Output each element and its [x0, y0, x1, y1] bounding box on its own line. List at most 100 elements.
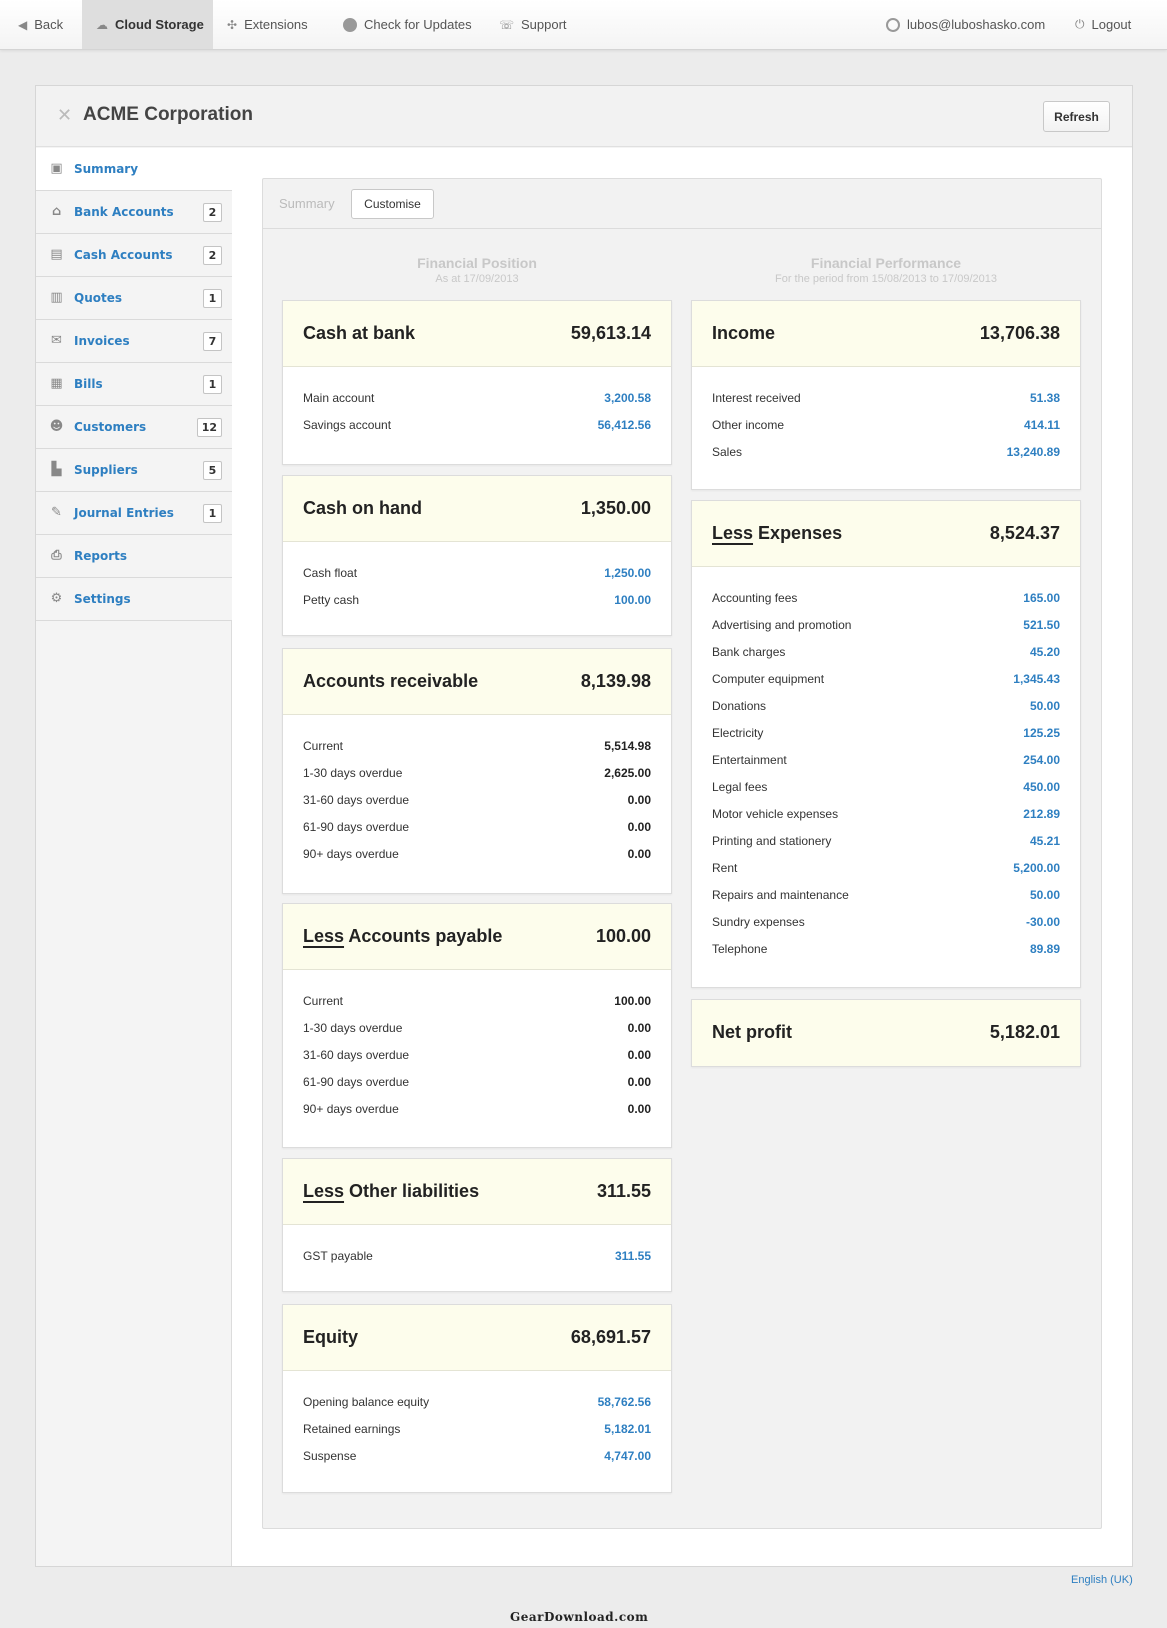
- card-title-text: Cash on hand: [303, 498, 423, 518]
- sidebar-item-reports[interactable]: ⎙ Reports: [36, 535, 232, 578]
- line-item[interactable]: Accounting fees 165.00: [712, 591, 1060, 618]
- line-item-amount[interactable]: 311.55: [614, 1249, 651, 1263]
- line-item[interactable]: Printing and stationery 45.21: [712, 834, 1060, 861]
- financial-performance-period: For the period from 15/08/2013 to 17/09/…: [775, 273, 997, 285]
- line-item-label: Sales: [712, 445, 743, 459]
- customise-button[interactable]: Customise: [351, 189, 434, 219]
- line-item-amount[interactable]: 89.89: [1029, 942, 1060, 956]
- card-expenses: Less Expenses 8,524.37 Accounting fees 165.…: [691, 500, 1081, 988]
- line-item[interactable]: Petty cash 100.00: [303, 593, 651, 620]
- line-item[interactable]: Legal fees 450.00: [712, 780, 1060, 807]
- line-item-amount[interactable]: 50.00: [1029, 888, 1060, 902]
- check-updates-button[interactable]: Check for Updates: [343, 0, 472, 49]
- line-item[interactable]: Bank charges 45.20: [712, 645, 1060, 672]
- tab-summary[interactable]: Summary: [279, 196, 335, 211]
- line-item[interactable]: Cash float 1,250.00: [303, 566, 651, 593]
- sidebar-item-invoices[interactable]: ✉ Invoices 7: [36, 320, 232, 363]
- line-item: Current 5,514.98: [303, 739, 651, 766]
- line-item[interactable]: Donations 50.00: [712, 699, 1060, 726]
- line-item-amount[interactable]: 212.89: [1023, 807, 1060, 821]
- line-item-amount[interactable]: 125.25: [1023, 726, 1060, 740]
- extensions-button[interactable]: ✣ Extensions: [227, 0, 308, 49]
- line-item-amount[interactable]: 521.50: [1023, 618, 1060, 632]
- line-item[interactable]: Suspense 4,747.00: [303, 1449, 651, 1476]
- sidebar-item-settings[interactable]: ⚙ Settings: [36, 578, 232, 621]
- line-item-amount[interactable]: 50.00: [1029, 699, 1060, 713]
- line-item[interactable]: Interest received 51.38: [712, 391, 1060, 418]
- line-item[interactable]: Motor vehicle expenses 212.89: [712, 807, 1060, 834]
- line-item-amount[interactable]: 1,250.00: [604, 566, 651, 580]
- line-item-amount[interactable]: 56,412.56: [597, 418, 651, 432]
- line-item[interactable]: Sales 13,240.89: [712, 445, 1060, 472]
- card-body: Accounting fees 165.00 Advertising and pro…: [692, 567, 1080, 989]
- line-item-amount[interactable]: 4,747.00: [604, 1449, 651, 1463]
- card-header: Net profit 5,182.01: [692, 1000, 1080, 1066]
- sidebar-item-cash-accounts[interactable]: ▤ Cash Accounts 2: [36, 234, 232, 277]
- language-link[interactable]: English (UK): [1071, 1574, 1133, 1586]
- line-item-amount[interactable]: 254.00: [1023, 753, 1060, 767]
- line-item: 1-30 days overdue 0.00: [303, 1021, 651, 1048]
- line-item[interactable]: Main account 3,200.58: [303, 391, 651, 418]
- card-body: Opening balance equity 58,762.56 Retained …: [283, 1371, 671, 1496]
- card-title: Cash at bank: [303, 323, 415, 344]
- line-item-amount[interactable]: 45.21: [1029, 834, 1060, 848]
- line-item[interactable]: Advertising and promotion 521.50: [712, 618, 1060, 645]
- sidebar-item-journal-entries[interactable]: ✎ Journal Entries 1: [36, 492, 232, 535]
- close-icon[interactable]: ✕: [57, 105, 73, 125]
- back-label: Back: [34, 17, 64, 32]
- back-button[interactable]: ◀ Back: [18, 0, 63, 49]
- top-bar: ◀ Back ☁ Cloud Storage ✣ Extensions Chec…: [0, 0, 1167, 50]
- user-account-button[interactable]: lubos@luboshasko.com: [886, 0, 1045, 49]
- line-item-amount[interactable]: 165.00: [1023, 591, 1060, 605]
- card-body: Interest received 51.38 Other income 414.11…: [692, 367, 1080, 492]
- count-badge: 12: [196, 418, 222, 437]
- line-item[interactable]: Telephone 89.89: [712, 942, 1060, 969]
- power-icon: ⏻: [1075, 17, 1085, 31]
- line-item-amount[interactable]: 45.20: [1029, 645, 1060, 659]
- check-updates-label: Check for Updates: [364, 17, 472, 32]
- line-item-amount[interactable]: 51.38: [1029, 391, 1060, 405]
- logout-button[interactable]: ⏻ Logout: [1075, 0, 1131, 49]
- line-item[interactable]: Savings account 56,412.56: [303, 418, 651, 445]
- less-label: Less: [303, 926, 345, 946]
- line-item-amount[interactable]: 13,240.89: [1006, 445, 1060, 459]
- card-title: Less Accounts payable: [303, 926, 502, 947]
- line-item[interactable]: Computer equipment 1,345.43: [712, 672, 1060, 699]
- sidebar-item-customers[interactable]: ☻ Customers 12: [36, 406, 232, 449]
- line-item-amount[interactable]: 3,200.58: [604, 391, 651, 405]
- cloud-storage-button[interactable]: ☁ Cloud Storage: [82, 0, 213, 49]
- line-item[interactable]: Sundry expenses -30.00: [712, 915, 1060, 942]
- sidebar-item-summary[interactable]: ▣ Summary: [36, 148, 232, 191]
- cloud-icon: ☁: [96, 17, 108, 32]
- line-item[interactable]: Entertainment 254.00: [712, 753, 1060, 780]
- line-item[interactable]: Electricity 125.25: [712, 726, 1060, 753]
- card-body: Main account 3,200.58 Savings account 56,41…: [283, 367, 671, 465]
- line-item-label: 61-90 days overdue: [303, 820, 410, 834]
- line-item-amount[interactable]: 1,345.43: [1013, 672, 1060, 686]
- line-item-amount[interactable]: 414.11: [1023, 418, 1060, 432]
- line-item[interactable]: Retained earnings 5,182.01: [303, 1422, 651, 1449]
- support-button[interactable]: ☏ Support: [499, 0, 567, 49]
- cash-register-icon: ▤: [50, 247, 63, 262]
- sidebar-item-quotes[interactable]: ▥ Quotes 1: [36, 277, 232, 320]
- sidebar-item-suppliers[interactable]: ▙ Suppliers 5: [36, 449, 232, 492]
- line-item[interactable]: Repairs and maintenance 50.00: [712, 888, 1060, 915]
- line-item-amount[interactable]: 5,182.01: [604, 1422, 651, 1436]
- refresh-button[interactable]: Refresh: [1043, 101, 1110, 132]
- line-item[interactable]: Opening balance equity 58,762.56: [303, 1395, 651, 1422]
- card-header: Cash on hand 1,350.00: [283, 476, 671, 542]
- line-item[interactable]: Rent 5,200.00: [712, 861, 1060, 888]
- line-item-amount[interactable]: -30.00: [1025, 915, 1060, 929]
- line-item-amount[interactable]: 5,200.00: [1013, 861, 1060, 875]
- line-item-amount[interactable]: 450.00: [1023, 780, 1060, 794]
- line-item[interactable]: GST payable 311.55: [303, 1249, 651, 1276]
- line-item-amount[interactable]: 100.00: [614, 593, 651, 607]
- line-item: 61-90 days overdue 0.00: [303, 820, 651, 847]
- sidebar-item-bills[interactable]: ▦ Bills 1: [36, 363, 232, 406]
- line-item[interactable]: Other income 414.11: [712, 418, 1060, 445]
- line-item-label: Sundry expenses: [712, 915, 805, 929]
- line-item-amount[interactable]: 58,762.56: [597, 1395, 651, 1409]
- card-total: 8,139.98: [580, 671, 651, 691]
- sidebar-item-bank-accounts[interactable]: ⌂ Bank Accounts 2: [36, 191, 232, 234]
- card-total: 5,182.01: [989, 1022, 1060, 1042]
